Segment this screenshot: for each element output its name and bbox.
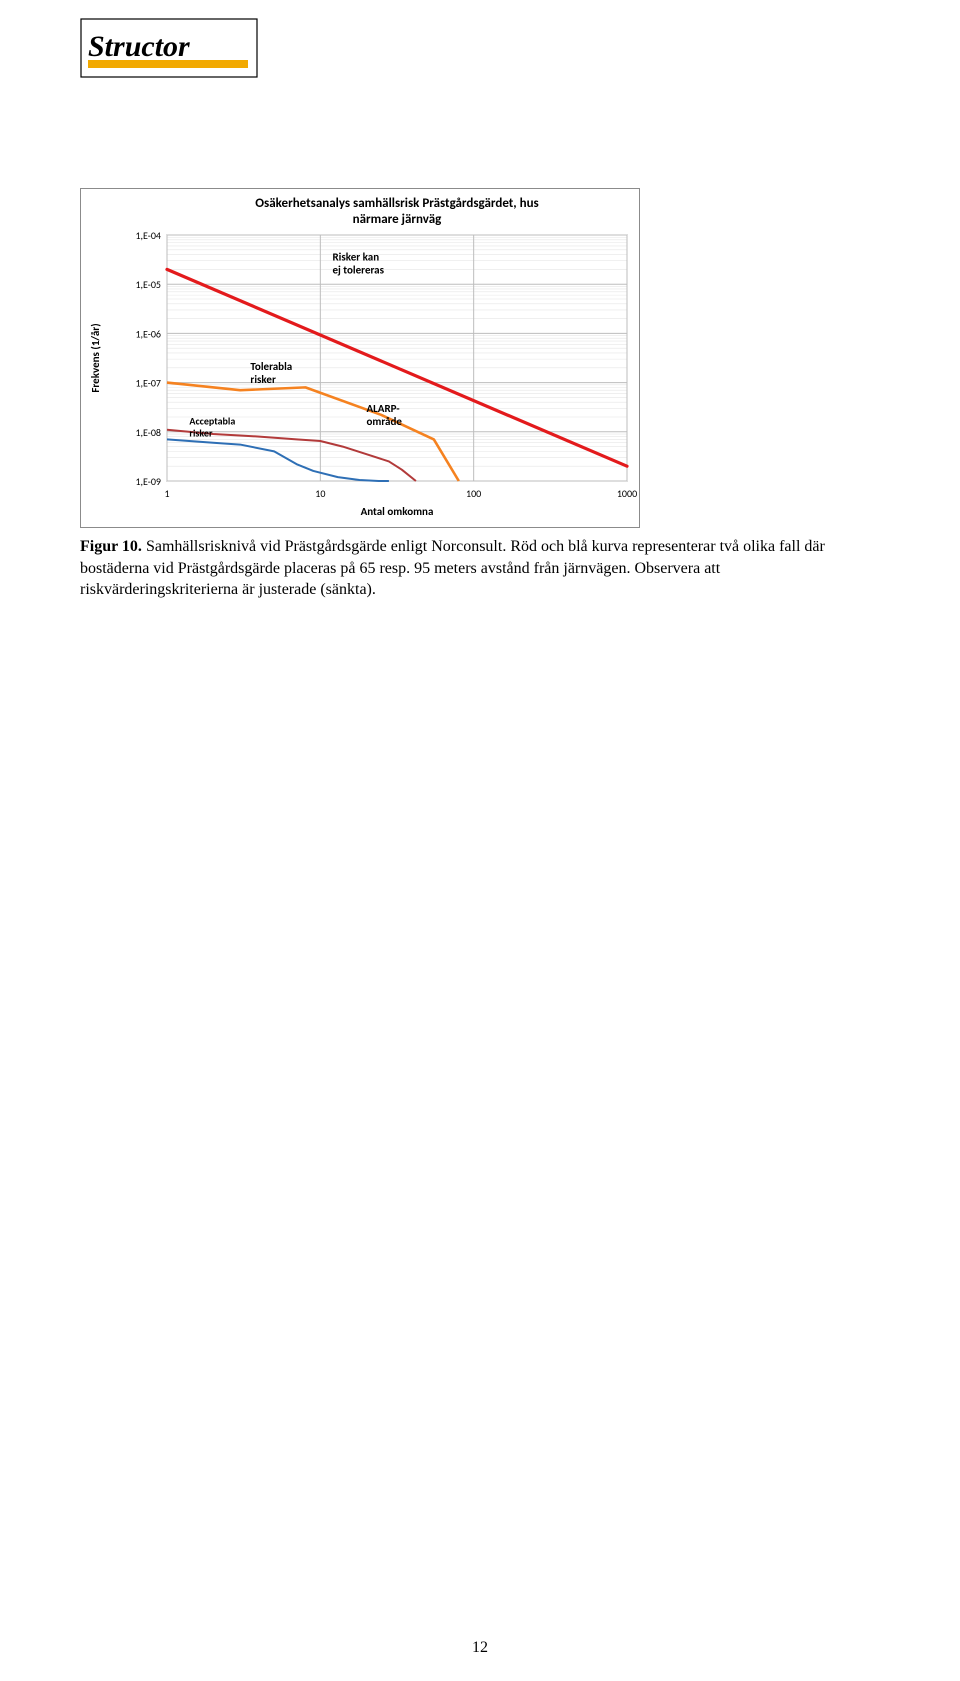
svg-text:1,E-08: 1,E-08: [135, 426, 161, 439]
societal-risk-chart: Osäkerhetsanalys samhällsrisk Prästgårds…: [80, 188, 640, 528]
svg-text:1000: 1000: [617, 487, 637, 500]
svg-text:1,E-07: 1,E-07: [135, 377, 161, 390]
svg-text:1,E-05: 1,E-05: [135, 278, 161, 291]
svg-text:närmare järnväg: närmare järnväg: [353, 212, 442, 227]
svg-text:1,E-06: 1,E-06: [135, 327, 161, 340]
figure-caption: Figur 10. Samhällsrisknivå vid Prästgård…: [80, 536, 880, 601]
svg-text:1,E-09: 1,E-09: [135, 475, 161, 488]
svg-text:Risker kanej tolereras: Risker kanej tolereras: [332, 251, 384, 277]
svg-text:ALARP-område: ALARP-område: [366, 402, 402, 428]
page-number: 12: [0, 1639, 960, 1657]
svg-text:Antal omkomna: Antal omkomna: [361, 505, 434, 518]
caption-text: Samhällsrisknivå vid Prästgårdsgärde enl…: [80, 538, 825, 598]
svg-text:Frekvens (1/år): Frekvens (1/år): [89, 323, 102, 392]
svg-text:10: 10: [315, 487, 325, 500]
svg-text:Osäkerhetsanalys samhällsrisk: Osäkerhetsanalys samhällsrisk Prästgårds…: [255, 196, 539, 211]
logo: Structor: [80, 18, 258, 78]
svg-text:Structor: Structor: [88, 30, 190, 63]
svg-text:100: 100: [466, 487, 481, 500]
caption-lead: Figur 10.: [80, 538, 142, 555]
svg-text:1: 1: [164, 487, 169, 500]
svg-text:1,E-04: 1,E-04: [135, 229, 161, 242]
